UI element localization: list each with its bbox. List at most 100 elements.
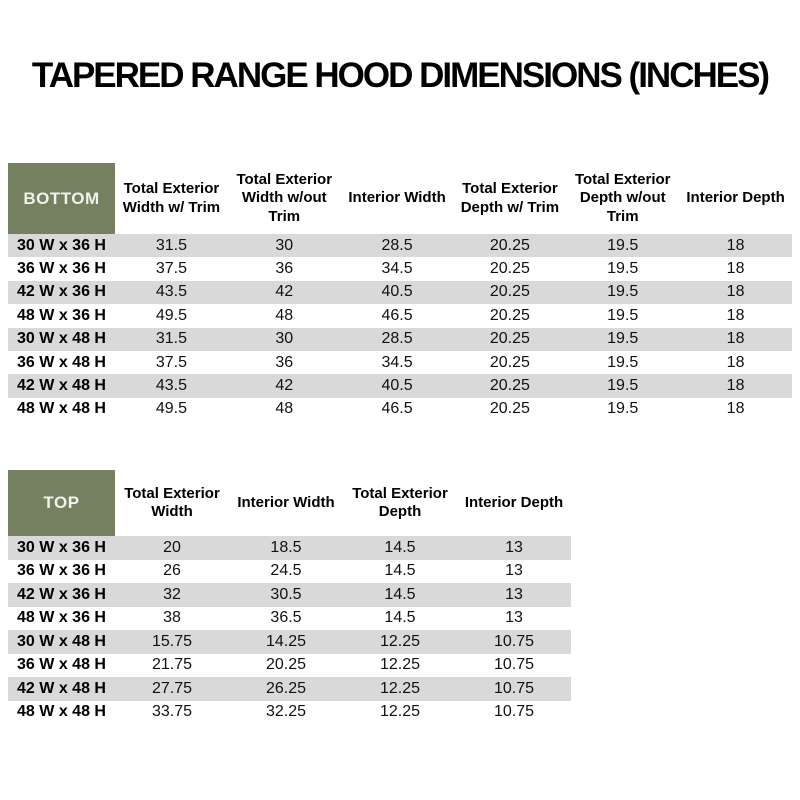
dimension-value: 49.5 (155, 306, 187, 324)
dimension-value: 20.25 (265, 656, 307, 674)
dimension-value: 13 (505, 538, 523, 556)
dimension-value: 20.25 (489, 353, 530, 371)
top-dimensions-table: TOP Total Exterior Width Interior Width To… (8, 470, 571, 724)
dimension-value: 46.5 (381, 400, 413, 418)
dimension-value: 34.5 (381, 353, 413, 371)
dimension-value: 43.5 (155, 283, 187, 301)
page-title: TAPERED RANGE HOOD DIMENSIONS (INCHES) (31, 56, 770, 95)
dimension-value: 48 (275, 400, 294, 418)
dimension-value: 12.25 (379, 679, 421, 697)
dimension-value: 19.5 (607, 353, 639, 371)
row-label: 30 W x 36 H (17, 236, 106, 254)
dimension-value: 30 (275, 330, 294, 348)
dimension-value: 20.25 (489, 400, 530, 418)
top-table-corner-label: TOP (8, 470, 115, 536)
row-label: 36 W x 36 H (17, 562, 106, 580)
dimension-value: 40.5 (381, 377, 413, 395)
table-row: 42 W x 48 H 43.5 42 40.5 20.25 19.5 18 (8, 374, 792, 398)
column-header: Interior Depth (679, 163, 792, 234)
dimension-value: 19.5 (607, 330, 639, 348)
dimension-value: 43.5 (155, 377, 187, 395)
dimension-value: 18 (726, 283, 745, 301)
dimension-value: 14.5 (384, 609, 416, 627)
row-label: 48 W x 48 H (17, 400, 106, 418)
dimension-value: 14.5 (384, 538, 416, 556)
row-label: 42 W x 36 H (17, 585, 106, 603)
dimension-value: 20.25 (489, 236, 530, 254)
column-header: Total Exterior Depth (343, 470, 457, 536)
table-row: 36 W x 36 H 26 24.5 14.5 13 (8, 559, 571, 583)
column-header: Interior Width (340, 163, 454, 234)
row-label: 36 W x 48 H (17, 656, 106, 674)
table-row: 36 W x 36 H 37.5 36 34.5 20.25 19.5 18 (8, 257, 792, 281)
dimension-value: 28.5 (381, 236, 413, 254)
dimension-value: 15.75 (151, 632, 193, 650)
table-row: 30 W x 36 H 20 18.5 14.5 13 (8, 536, 571, 560)
dimension-value: 19.5 (607, 283, 639, 301)
row-label: 48 W x 36 H (17, 609, 106, 627)
table-row: 48 W x 48 H 33.75 32.25 12.25 10.75 (8, 700, 571, 724)
dimension-value: 14.5 (384, 585, 416, 603)
dimension-value: 13 (505, 585, 523, 603)
dimension-value: 19.5 (607, 306, 639, 324)
dimension-value: 38 (163, 609, 181, 627)
column-header: Interior Width (229, 470, 343, 536)
dimension-value: 24.5 (270, 562, 302, 580)
dimension-value: 30.5 (270, 585, 302, 603)
dimension-value: 37.5 (155, 353, 187, 371)
dimension-value: 13 (505, 562, 523, 580)
dimension-value: 12.25 (379, 703, 421, 721)
dimension-value: 42 (275, 283, 294, 301)
dimension-value: 18 (726, 400, 745, 418)
dimension-value: 31.5 (155, 236, 187, 254)
row-label: 30 W x 48 H (17, 330, 106, 348)
dimension-value: 19.5 (607, 400, 639, 418)
dimension-value: 31.5 (155, 330, 187, 348)
dimension-value: 27.75 (151, 679, 193, 697)
row-label: 48 W x 48 H (17, 703, 106, 721)
bottom-dimensions-table: BOTTOM Total Exterior Width w/ Trim Total… (8, 163, 792, 422)
dimension-value: 10.75 (493, 656, 535, 674)
column-header: Total Exterior Depth w/ Trim (453, 163, 567, 234)
row-label: 36 W x 48 H (17, 353, 106, 371)
dimension-value: 36 (275, 260, 294, 278)
dimension-value: 18 (726, 306, 745, 324)
dimension-value: 36.5 (270, 609, 302, 627)
dimension-value: 10.75 (493, 703, 535, 721)
dimension-value: 20 (163, 538, 181, 556)
dimension-value: 18 (726, 330, 745, 348)
row-label: 30 W x 48 H (17, 632, 106, 650)
bottom-table-header-row: BOTTOM Total Exterior Width w/ Trim Total… (8, 163, 792, 234)
table-row: 48 W x 36 H 38 36.5 14.5 13 (8, 606, 571, 630)
dimension-value: 12.25 (379, 656, 421, 674)
dimension-value: 21.75 (151, 656, 193, 674)
dimension-value: 42 (275, 377, 294, 395)
column-header: Total Exterior Width w/out Trim (227, 163, 341, 234)
dimension-value: 32 (163, 585, 181, 603)
top-table-header-row: TOP Total Exterior Width Interior Width To… (8, 470, 571, 536)
dimension-value: 18 (726, 236, 745, 254)
dimension-value: 28.5 (381, 330, 413, 348)
row-label: 42 W x 48 H (17, 377, 106, 395)
dimension-value: 20.25 (489, 260, 530, 278)
dimension-value: 36 (275, 353, 294, 371)
dimension-value: 18 (726, 260, 745, 278)
dimension-value: 12.25 (379, 632, 421, 650)
row-label: 42 W x 36 H (17, 283, 106, 301)
table-row: 48 W x 48 H 49.5 48 46.5 20.25 19.5 18 (8, 397, 792, 422)
table-row: 30 W x 48 H 15.75 14.25 12.25 10.75 (8, 630, 571, 654)
table-row: 30 W x 36 H 31.5 30 28.5 20.25 19.5 18 (8, 234, 792, 258)
dimension-value: 19.5 (607, 260, 639, 278)
table-row: 36 W x 48 H 37.5 36 34.5 20.25 19.5 18 (8, 350, 792, 375)
dimension-value: 26 (163, 562, 181, 580)
table-row: 30 W x 48 H 31.5 30 28.5 20.25 19.5 18 (8, 327, 792, 351)
dimension-value: 19.5 (607, 236, 639, 254)
column-header: Total Exterior Width w/ Trim (115, 163, 228, 234)
table-row: 42 W x 36 H 43.5 42 40.5 20.25 19.5 18 (8, 280, 792, 305)
dimension-value: 20.25 (489, 283, 530, 301)
dimension-value: 18 (726, 377, 745, 395)
dimension-value: 46.5 (381, 306, 413, 324)
dimension-value: 33.75 (151, 703, 193, 721)
column-header: Total Exterior Depth w/out Trim (566, 163, 680, 234)
